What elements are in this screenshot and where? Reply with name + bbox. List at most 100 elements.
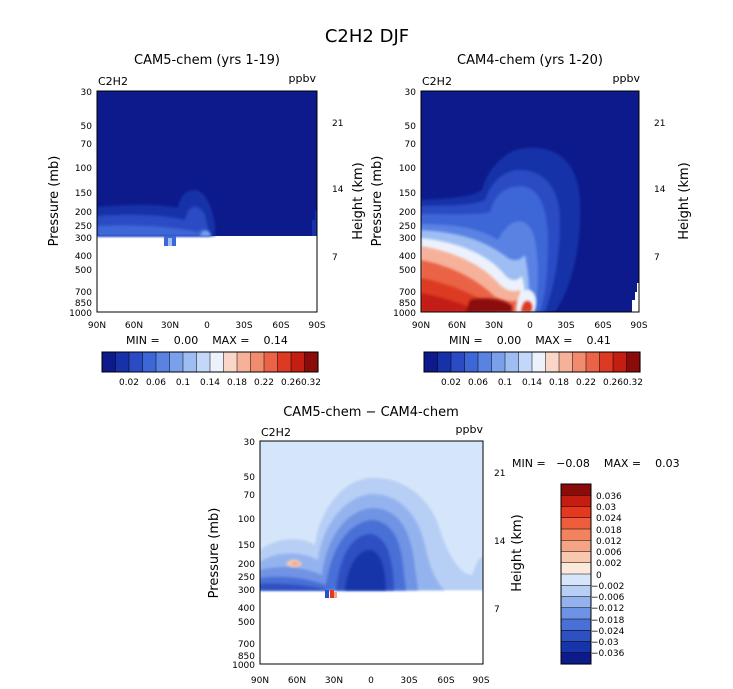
y-axis-label: Pressure (mb) xyxy=(47,156,62,247)
y-tick-label: 700 xyxy=(399,288,416,298)
x-tick-label: 60S xyxy=(272,321,289,331)
colorbar-label: 0.002 xyxy=(596,559,622,569)
species-label: C2H2 xyxy=(261,426,291,439)
x-tick-label: 30N xyxy=(161,321,179,331)
right-axis-label: Height (km) xyxy=(510,514,525,591)
y-tick-label: 100 xyxy=(75,164,92,174)
y-tick-label: 400 xyxy=(399,252,416,262)
panel-title: CAM5-chem − CAM4-chem xyxy=(283,405,459,420)
y-tick-label: 50 xyxy=(244,473,256,483)
colorbar-swatch xyxy=(560,506,592,519)
colorbar-label: −0.024 xyxy=(591,627,625,637)
colorbar-label: −0.012 xyxy=(591,604,624,614)
height-tick-label: 21 xyxy=(494,469,505,479)
y-tick-label: 300 xyxy=(238,586,255,596)
colorbar-swatch xyxy=(101,351,117,373)
y-tick-label: 500 xyxy=(399,266,416,276)
y-tick-label: 500 xyxy=(238,618,255,628)
y-tick-label: 30 xyxy=(81,88,93,98)
right-ticks: 21 14 7 xyxy=(332,119,344,263)
colorbar-swatches xyxy=(101,351,319,373)
colorbar-swatches xyxy=(423,351,641,373)
colorbar-swatch xyxy=(236,351,252,373)
minmax-label: MIN = −0.08 MAX = 0.03 xyxy=(512,457,680,470)
y-tick-label: 200 xyxy=(399,208,416,218)
plot-frame xyxy=(259,440,484,665)
colorbar-label: 0.012 xyxy=(596,537,622,547)
colorbar-swatch xyxy=(290,351,306,373)
colorbar-swatch xyxy=(250,351,265,373)
y-tick-label: 50 xyxy=(405,122,417,132)
colorbar-label: 0.32 xyxy=(301,378,321,388)
panel-cam4: CAM4-chem (yrs 1-20) C2H2 ppbv 30 50 70 … xyxy=(351,53,692,388)
units-label: ppbv xyxy=(613,72,641,85)
colorbar-swatch xyxy=(223,351,238,373)
colorbar-label: 0.03 xyxy=(596,503,616,513)
height-tick-label: 14 xyxy=(332,185,344,195)
units-label: ppbv xyxy=(456,423,484,436)
colorbar-label: −0.002 xyxy=(591,582,624,592)
y-tick-label: 400 xyxy=(75,252,92,262)
y-tick-label: 850 xyxy=(75,299,92,309)
height-tick-label: 7 xyxy=(654,253,660,263)
y-tick-label: 1000 xyxy=(69,309,92,319)
x-tick-label: 0 xyxy=(368,676,374,686)
page-title: C2H2 DJF xyxy=(325,26,409,47)
colorbar-swatch xyxy=(209,351,225,373)
y-tick-label: 100 xyxy=(399,164,416,174)
colorbar-swatch xyxy=(560,540,592,553)
colorbar-label: 0.1 xyxy=(498,378,512,388)
colorbar-swatch xyxy=(560,607,592,620)
colorbar-label: 0.06 xyxy=(146,378,166,388)
x-ticks: 90N 60N 30N 0 30S 60S 90S xyxy=(251,676,490,686)
cutout-plume-edge xyxy=(334,592,337,598)
x-tick-label: 30S xyxy=(235,321,252,331)
x-tick-label: 90S xyxy=(308,321,325,331)
colorbar-label: 0.018 xyxy=(596,526,622,536)
species-label: C2H2 xyxy=(422,75,452,88)
contour-band-6 xyxy=(345,550,386,590)
contour-band-4 xyxy=(200,230,211,236)
colorbar-swatch xyxy=(560,585,592,598)
x-tick-label: 0 xyxy=(204,321,210,331)
colorbar-swatch xyxy=(572,351,587,373)
colorbar-swatch xyxy=(560,652,592,665)
colorbar-swatch xyxy=(277,351,292,373)
x-tick-label: 90N xyxy=(412,321,430,331)
x-ticks: 90N 60N 30N 0 30S 60S 90S xyxy=(88,321,326,331)
colorbar-swatch xyxy=(518,351,533,373)
contour-field xyxy=(97,91,317,246)
colorbar-label: 0.02 xyxy=(441,378,461,388)
colorbar-label: −0.03 xyxy=(591,638,619,648)
y-tick-label: 200 xyxy=(238,560,255,570)
colorbar-swatch xyxy=(423,351,439,373)
colorbar-labels: 0.036 0.03 0.024 0.018 0.012 0.006 0.002… xyxy=(591,492,625,659)
colorbar-swatch xyxy=(560,562,592,575)
y-tick-label: 150 xyxy=(399,189,416,199)
cutout-plume-core xyxy=(330,590,334,598)
colorbar-swatch xyxy=(437,351,452,373)
x-tick-label: 30S xyxy=(400,676,417,686)
surface-max xyxy=(466,298,512,312)
x-tick-label: 30N xyxy=(485,321,503,331)
colorbar-swatch xyxy=(464,351,479,373)
colorbar-swatch xyxy=(155,351,171,373)
height-tick-label: 14 xyxy=(494,537,506,547)
x-tick-label: 0 xyxy=(527,321,533,331)
colorbar-label: 0.22 xyxy=(576,378,596,388)
x-tick-label: 90N xyxy=(251,676,269,686)
colorbar-label: 0.26 xyxy=(603,378,623,388)
colorbar-label: 0 xyxy=(596,571,602,581)
y-tick-label: 850 xyxy=(399,299,416,309)
x-tick-label: 60N xyxy=(288,676,306,686)
colorbar-label: 0.22 xyxy=(254,378,274,388)
colorbar-frame xyxy=(101,351,319,373)
colorbar-swatch xyxy=(196,351,211,373)
y-tick-label: 400 xyxy=(238,604,255,614)
y-tick-label: 300 xyxy=(75,234,92,244)
colorbar-frame xyxy=(560,483,592,665)
x-tick-label: 60N xyxy=(125,321,143,331)
y-tick-label: 1000 xyxy=(232,661,255,671)
mask-right xyxy=(632,283,639,312)
x-tick-label: 30S xyxy=(557,321,574,331)
